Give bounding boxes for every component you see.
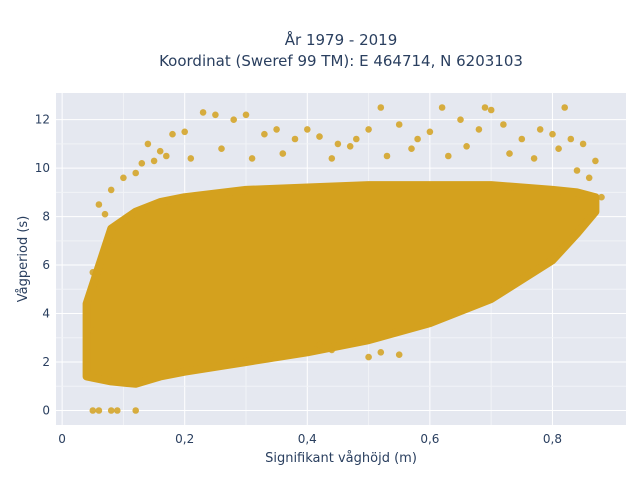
y-tick-label: 0 — [42, 403, 50, 417]
data-point — [132, 407, 139, 414]
x-axis-ticks: 0 0,2 0,4 0,6 0,8 — [58, 432, 562, 446]
data-point — [377, 349, 385, 356]
x-axis-title: Signifikant våghöjd (m) — [265, 451, 417, 466]
data-point — [549, 130, 556, 138]
data-point — [95, 407, 103, 414]
data-point — [536, 126, 544, 133]
data-point — [487, 106, 495, 114]
data-point — [395, 351, 403, 359]
data-point — [199, 109, 207, 116]
data-point — [506, 150, 513, 157]
y-axis-ticks: 0 2 4 6 8 10 12 — [35, 113, 50, 418]
data-point — [365, 353, 372, 361]
data-density-region — [82, 181, 600, 388]
data-point — [218, 145, 225, 152]
data-point — [445, 152, 452, 160]
data-point — [273, 126, 280, 133]
data-point — [555, 145, 562, 152]
data-point — [567, 135, 575, 143]
dense-point-cloud — [82, 181, 600, 388]
data-point — [426, 128, 434, 136]
data-point — [156, 147, 164, 155]
data-point — [438, 104, 446, 111]
data-point — [334, 140, 342, 148]
data-point — [518, 135, 526, 143]
data-point — [579, 140, 587, 148]
data-point — [187, 155, 195, 162]
data-point — [107, 407, 115, 414]
data-point — [561, 104, 568, 111]
chart-title-line1: År 1979 - 2019 — [285, 30, 398, 49]
data-point — [408, 145, 415, 152]
data-point — [585, 174, 593, 182]
data-point — [481, 104, 489, 111]
x-tick-label: 0 — [58, 432, 66, 446]
data-point — [89, 269, 97, 276]
x-tick-label: 0,6 — [420, 432, 439, 446]
data-point — [248, 155, 256, 162]
data-point — [107, 186, 115, 194]
data-point — [377, 104, 385, 111]
data-point — [181, 128, 188, 136]
data-point — [304, 126, 311, 133]
data-point — [475, 126, 483, 133]
data-point — [242, 111, 250, 119]
data-point — [346, 143, 354, 150]
data-point — [267, 351, 274, 359]
data-point — [101, 210, 109, 218]
data-point — [414, 135, 421, 143]
y-axis-title: Vågperiod (s) — [16, 216, 31, 303]
data-point — [89, 407, 97, 414]
data-points — [83, 104, 605, 414]
data-point — [89, 327, 97, 334]
data-point — [328, 155, 336, 162]
data-point — [291, 135, 299, 143]
x-tick-label: 0,2 — [175, 432, 194, 446]
x-tick-label: 0,4 — [298, 432, 317, 446]
y-tick-label: 8 — [42, 210, 50, 224]
y-tick-label: 12 — [35, 113, 50, 127]
data-point — [383, 152, 391, 160]
data-point — [95, 201, 103, 208]
data-point — [120, 174, 127, 182]
data-point — [150, 157, 158, 165]
data-point — [212, 111, 219, 119]
data-point — [457, 116, 464, 123]
y-tick-label: 6 — [42, 258, 50, 272]
data-point — [395, 121, 403, 128]
data-point — [463, 143, 470, 150]
data-point — [144, 140, 152, 148]
y-tick-label: 2 — [42, 355, 50, 369]
data-point — [132, 169, 139, 177]
data-point — [169, 130, 176, 138]
data-point — [279, 150, 287, 157]
data-point — [230, 116, 237, 123]
data-point — [328, 346, 336, 354]
data-point — [114, 407, 121, 414]
data-point — [163, 152, 170, 160]
data-point — [261, 130, 268, 138]
y-tick-label: 10 — [35, 161, 50, 175]
chart-title-line2: Koordinat (Sweref 99 TM): E 464714, N 62… — [159, 52, 523, 70]
data-point — [365, 126, 372, 133]
data-point — [316, 133, 323, 140]
data-point — [530, 155, 538, 162]
data-point — [138, 160, 146, 167]
data-point — [353, 135, 360, 143]
y-tick-label: 4 — [42, 307, 50, 321]
data-point — [316, 341, 323, 349]
data-point — [500, 121, 507, 128]
x-tick-label: 0,8 — [543, 432, 562, 446]
data-point — [83, 344, 90, 351]
data-point — [573, 167, 581, 174]
data-point — [598, 193, 605, 201]
data-point — [592, 157, 599, 165]
